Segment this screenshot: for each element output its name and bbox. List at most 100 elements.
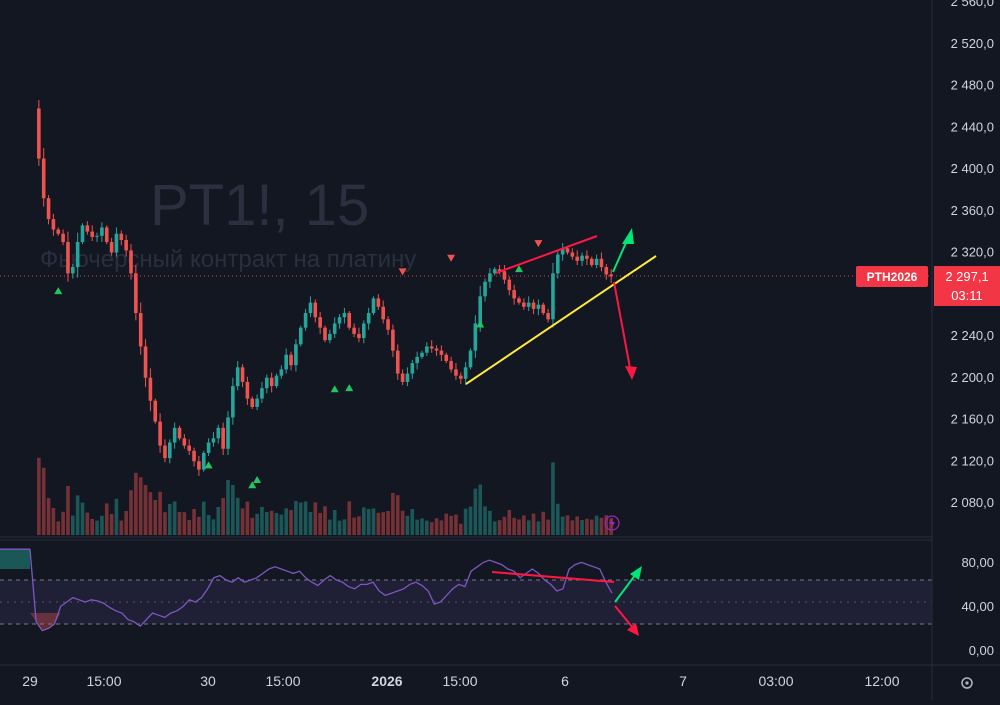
rsi-up-arrow-shaft[interactable]: [614, 573, 637, 603]
candle-body: [594, 258, 599, 266]
candle-body: [114, 233, 119, 253]
candle-body: [352, 327, 356, 334]
volume-bar: [279, 514, 284, 535]
volume-bar: [177, 512, 182, 535]
volume-bar: [328, 519, 332, 535]
volume-bar: [75, 495, 80, 535]
trendline[interactable]: [465, 255, 657, 385]
volume-bar: [381, 512, 385, 535]
time-tick-label: 15:00: [86, 673, 121, 689]
volume-bar: [56, 521, 61, 535]
candle-body: [502, 271, 507, 280]
candle-body: [381, 306, 385, 320]
volume-bar: [517, 519, 521, 535]
rsi-axis[interactable]: 0,00 40,00 80,00: [961, 555, 994, 658]
volume-bar: [444, 513, 449, 535]
volume-bar: [298, 502, 303, 535]
volume-bar: [206, 515, 211, 535]
candle-body: [109, 242, 114, 253]
volume-bar: [454, 514, 458, 535]
volume-bar: [265, 512, 269, 535]
candle-body: [454, 369, 458, 376]
rsi-tick-label: 80,00: [961, 555, 994, 570]
volume-bar: [138, 477, 143, 535]
volume-bar: [274, 513, 279, 535]
candle-body: [585, 255, 589, 259]
last-price-label: 2 297,1: [945, 269, 988, 284]
price-axis[interactable]: 2 080,02 120,02 160,02 200,02 240,02 280…: [951, 0, 994, 510]
volume-bar: [255, 513, 259, 535]
volume-bar: [323, 506, 327, 535]
price-tick-label: 2 360,0: [951, 203, 994, 218]
volume-bar: [172, 501, 177, 535]
volume-bar: [114, 498, 119, 535]
volume-bar: [386, 511, 390, 535]
volume-bar: [575, 516, 579, 535]
candle-body: [211, 438, 216, 443]
candle-body: [580, 255, 584, 261]
volume-bar: [536, 521, 541, 535]
volume-bar: [507, 510, 512, 535]
volume-bar: [90, 519, 94, 535]
price-tick-label: 2 440,0: [951, 119, 994, 134]
divergence-line-price[interactable]: [495, 235, 598, 274]
volume-bar: [376, 512, 381, 535]
candle-body: [546, 313, 550, 320]
candle-body: [129, 250, 133, 274]
candle-body: [85, 225, 90, 232]
candle-body: [488, 273, 492, 282]
rsi-pane: [0, 548, 613, 632]
volume-bar: [415, 519, 419, 535]
buy-signal-marker: [345, 384, 354, 392]
volume-bar: [391, 493, 395, 535]
volume-bar: [556, 503, 560, 535]
candle-body: [386, 319, 390, 330]
candle-body: [298, 327, 303, 345]
candle-body: [565, 248, 570, 253]
lightning-icon[interactable]: [604, 515, 620, 531]
divergence-line-rsi[interactable]: [491, 571, 615, 583]
candle-body: [522, 302, 526, 307]
rsi-overbought-fill: [0, 549, 30, 569]
down-arrow-shaft[interactable]: [613, 281, 631, 369]
candle-body: [303, 313, 308, 328]
volume-bar: [405, 515, 410, 535]
volume-bar: [216, 507, 221, 535]
time-tick-label: 29: [22, 673, 38, 689]
ticker-label-box: [856, 266, 928, 287]
volume-bar: [143, 485, 148, 535]
candle-body: [240, 367, 245, 382]
candle-body: [366, 313, 371, 324]
buy-signal-marker: [54, 287, 63, 295]
candle-body: [143, 346, 148, 378]
time-tick-label: 03:00: [758, 673, 793, 689]
volume-bar: [61, 511, 65, 535]
volume-bar: [303, 501, 308, 535]
rsi-down-arrow-shaft[interactable]: [614, 605, 634, 629]
volume-bar: [352, 517, 356, 535]
candle-body: [512, 290, 516, 299]
time-axis[interactable]: 29 15:00 30 15:00 2026 15:00 6 7 03:00 12:00: [22, 673, 900, 689]
candle-body: [439, 350, 444, 355]
candle-body: [294, 344, 298, 366]
sell-signal-marker: [534, 240, 543, 248]
settings-icon[interactable]: [961, 677, 973, 689]
candle-body: [148, 377, 153, 401]
candle-body: [391, 329, 395, 351]
candle-body: [434, 348, 439, 351]
volume-bar: [201, 501, 206, 535]
candle-body: [575, 256, 579, 261]
volume-bar: [560, 516, 565, 535]
time-tick-label: 15:00: [265, 673, 300, 689]
time-tick-label: 2026: [371, 673, 402, 689]
candle-body: [323, 327, 327, 341]
volume-bar: [240, 508, 245, 535]
candle-body: [473, 323, 478, 351]
candle-body: [182, 438, 187, 446]
candle-body: [158, 421, 162, 446]
volume-bar: [51, 508, 56, 535]
volume-bars: [37, 457, 613, 535]
candle-body: [589, 258, 594, 266]
